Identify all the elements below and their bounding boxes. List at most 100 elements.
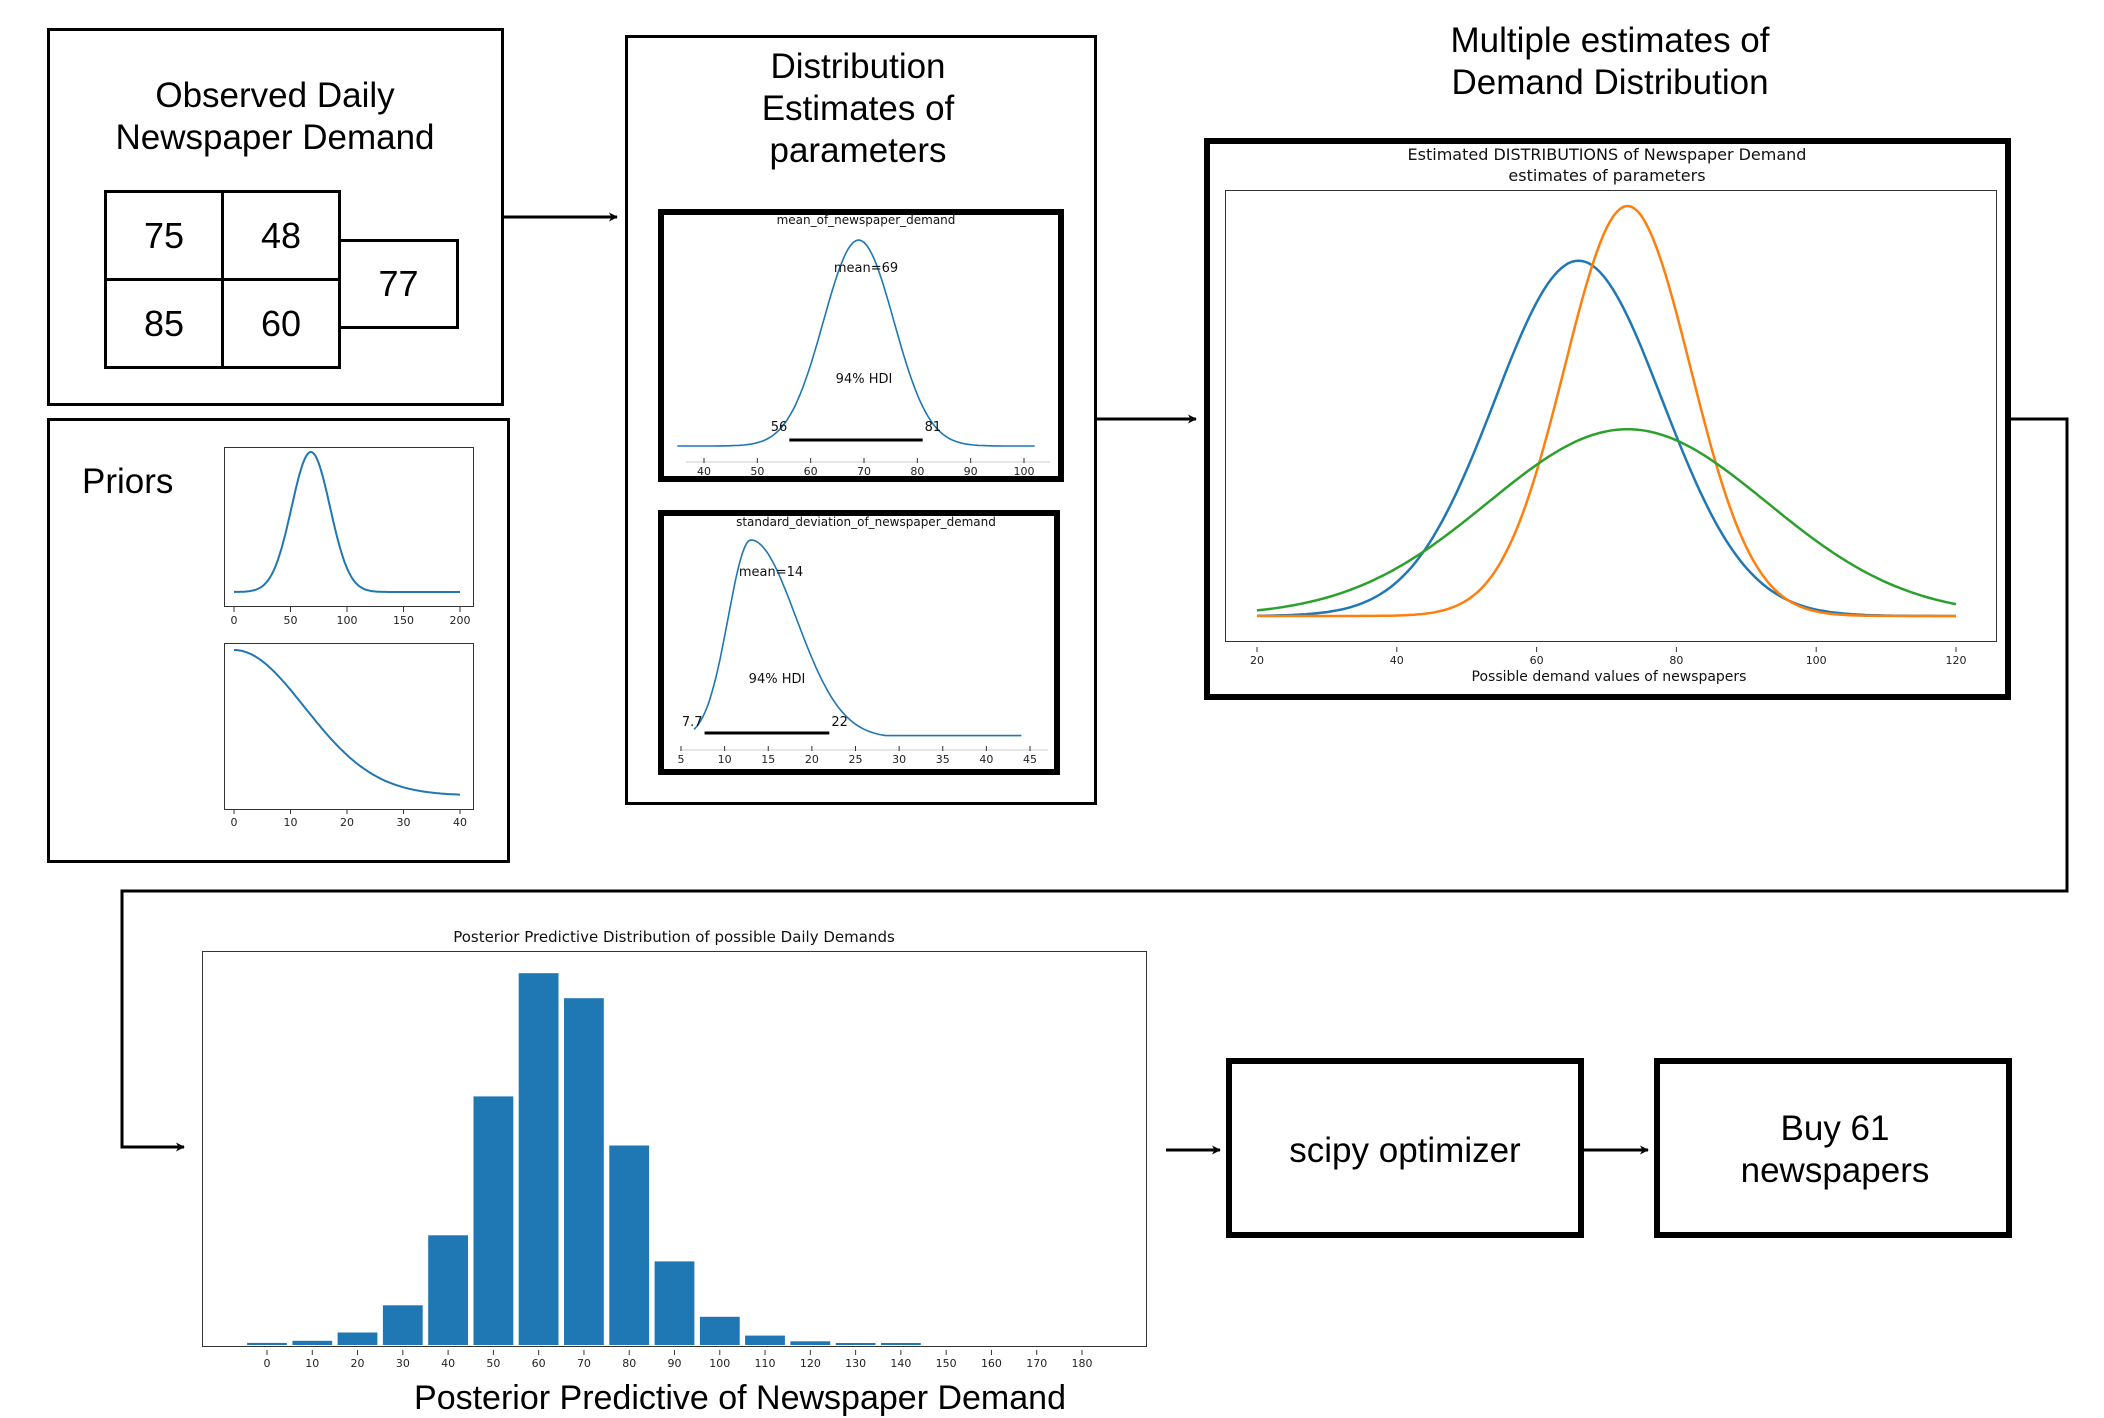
sd-hdi-high-label: 22 bbox=[831, 715, 848, 730]
posterior-tick-label: 30 bbox=[396, 1357, 410, 1370]
posterior-tick-label: 160 bbox=[981, 1357, 1002, 1370]
posterior-bar bbox=[699, 1316, 740, 1345]
mean-plot-tick-label: 60 bbox=[804, 465, 818, 478]
mean-plot-mean-label: mean=69 bbox=[834, 261, 898, 276]
prior-mean-curve bbox=[233, 450, 460, 593]
sd-hdi-low-label: 7.7 bbox=[682, 715, 703, 730]
mean-plot-tick-label: 90 bbox=[964, 465, 978, 478]
posterior-tick-label: 80 bbox=[622, 1357, 636, 1370]
posterior-tick-label: 70 bbox=[577, 1357, 591, 1370]
prior-mean-ticks: 0 50 100 150 200 bbox=[231, 607, 471, 627]
mean-plot-tick-label: 70 bbox=[857, 465, 871, 478]
posterior-bar bbox=[654, 1261, 695, 1345]
posterior-bar bbox=[564, 998, 604, 1345]
mean-posterior-plot-frame bbox=[658, 209, 1064, 482]
result-label: Buy 61 newspapers bbox=[1740, 1109, 1930, 1190]
mean-plot-tick-label: 100 bbox=[1014, 465, 1035, 478]
prior-sd-tick-label: 30 bbox=[397, 816, 411, 829]
multiple-chart-title-1: Estimated DISTRIBUTIONS of Newspaper Dem… bbox=[1408, 145, 1807, 164]
posterior-bar bbox=[609, 1145, 650, 1345]
posterior-bar bbox=[881, 1343, 921, 1345]
estimate-curve bbox=[1256, 427, 1957, 612]
sd-plot-tick-label: 45 bbox=[1023, 753, 1037, 766]
arrow-multiple-to-posterior bbox=[120, 417, 2069, 1152]
prior-sd-tick-label: 20 bbox=[340, 816, 354, 829]
posterior-bar bbox=[292, 1340, 333, 1345]
multiple-tick-label: 60 bbox=[1530, 654, 1544, 667]
prior-sd-plot bbox=[224, 643, 474, 810]
prior-mean-plot bbox=[224, 447, 474, 607]
multiple-tick-label: 20 bbox=[1250, 654, 1264, 667]
mean-plot-ticks: 40 50 60 70 80 90 100 bbox=[697, 458, 1035, 478]
posterior-ticks: 0 10 20 30 40 50 60 70 80 90 100 110 120 130 140 150 160… bbox=[264, 1350, 1093, 1370]
prior-mean-tick-label: 150 bbox=[393, 614, 414, 627]
posterior-bar bbox=[247, 1342, 287, 1345]
scipy-optimizer-box: scipy optimizer bbox=[1226, 1058, 1584, 1238]
posterior-tick-label: 140 bbox=[890, 1357, 911, 1370]
sd-plot-title: standard_deviation_of_newspaper_demand bbox=[736, 515, 996, 529]
posterior-tick-label: 100 bbox=[709, 1357, 730, 1370]
posterior-bar bbox=[428, 1235, 468, 1345]
posterior-chart-title: Posterior Predictive Distribution of pos… bbox=[453, 928, 895, 946]
posterior-bar bbox=[382, 1305, 423, 1345]
posterior-tick-label: 150 bbox=[936, 1357, 957, 1370]
distribution-estimates-title: Distribution Estimates of parameters bbox=[761, 47, 955, 170]
posterior-bar bbox=[835, 1343, 876, 1345]
demand-cell-77: 77 bbox=[338, 239, 459, 329]
multiple-chart-title-2: estimates of parameters bbox=[1508, 166, 1705, 185]
posterior-bars bbox=[247, 973, 921, 1345]
prior-sd-ticks: 0 10 20 30 40 bbox=[231, 809, 467, 829]
prior-sd-tick-label: 40 bbox=[453, 816, 467, 829]
posterior-tick-label: 10 bbox=[305, 1357, 319, 1370]
sd-plot-tick-label: 40 bbox=[979, 753, 993, 766]
sd-plot-mean-label: mean=14 bbox=[739, 565, 803, 580]
sd-posterior-plot-frame bbox=[658, 510, 1060, 775]
mean-plot-tick-label: 50 bbox=[750, 465, 764, 478]
mean-plot-tick-label: 80 bbox=[910, 465, 924, 478]
posterior-bar bbox=[790, 1341, 831, 1345]
result-box: Buy 61 newspapers bbox=[1654, 1058, 2012, 1238]
posterior-bar bbox=[473, 1096, 514, 1345]
multiple-tick-label: 100 bbox=[1806, 654, 1827, 667]
posterior-tick-label: 110 bbox=[755, 1357, 776, 1370]
estimate-curve bbox=[1257, 204, 1956, 618]
multiple-tick-label: 120 bbox=[1946, 654, 1967, 667]
multiple-xlabel: Possible demand values of newspapers bbox=[1472, 669, 1747, 685]
mean-plot-tick-label: 40 bbox=[697, 465, 711, 478]
multiple-estimates-curves bbox=[1256, 204, 1957, 618]
sd-plot-tick-label: 10 bbox=[718, 753, 732, 766]
prior-sd-tick-label: 10 bbox=[284, 816, 298, 829]
mean-plot-title: mean_of_newspaper_demand bbox=[777, 213, 956, 227]
priors-label: Priors bbox=[82, 462, 174, 501]
sd-plot-tick-label: 20 bbox=[805, 753, 819, 766]
multiple-estimates-ticks: 20 40 60 80 100 120 bbox=[1250, 647, 1967, 667]
mean-hdi-low-label: 56 bbox=[771, 420, 788, 435]
sd-plot-tick-label: 15 bbox=[761, 753, 775, 766]
estimate-curve bbox=[1256, 259, 1956, 618]
sd-kde-curve bbox=[693, 539, 1022, 737]
multiple-tick-label: 80 bbox=[1669, 654, 1683, 667]
posterior-tick-label: 90 bbox=[668, 1357, 682, 1370]
prior-sd-tick-label: 0 bbox=[231, 816, 238, 829]
prior-sd-curve bbox=[234, 649, 460, 796]
posterior-bar bbox=[337, 1332, 378, 1345]
prior-mean-tick-label: 0 bbox=[231, 614, 238, 627]
posterior-tick-label: 170 bbox=[1026, 1357, 1047, 1370]
posterior-bar bbox=[518, 973, 559, 1345]
posterior-tick-label: 0 bbox=[264, 1357, 271, 1370]
mean-kde-curve bbox=[677, 239, 1035, 447]
scipy-optimizer-label: scipy optimizer bbox=[1289, 1131, 1521, 1170]
posterior-tick-label: 60 bbox=[532, 1357, 546, 1370]
prior-mean-tick-label: 100 bbox=[337, 614, 358, 627]
sd-plot-ticks: 5 10 15 20 25 30 35 40 45 bbox=[678, 746, 1037, 766]
demand-cell-60: 60 bbox=[221, 278, 341, 369]
posterior-tick-label: 40 bbox=[441, 1357, 455, 1370]
prior-mean-tick-label: 50 bbox=[284, 614, 298, 627]
mean-plot-hdi-label: 94% HDI bbox=[836, 372, 893, 387]
multiple-estimates-axes bbox=[1225, 190, 1997, 642]
posterior-bar bbox=[745, 1335, 785, 1345]
